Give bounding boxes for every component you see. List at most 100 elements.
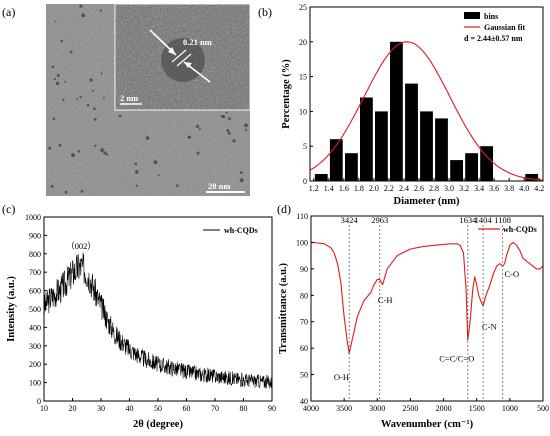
bar xyxy=(390,41,403,181)
y-tick-label: 0 xyxy=(37,397,41,406)
x-tick-label: 3000 xyxy=(369,404,385,413)
y-axis-label: Percentage (%) xyxy=(281,59,292,129)
x-tick-label: 1500 xyxy=(469,404,485,413)
panel-c-chart: (c)10 20 30 40 50 60 70 80 900100200300400500600… xyxy=(2,202,276,430)
y-tick-label: 800 xyxy=(29,250,41,259)
y-tick-label: 100 xyxy=(29,379,41,388)
nanoparticle-dot xyxy=(134,162,138,166)
y-tick-label: 900 xyxy=(29,231,41,240)
nanoparticle-dot xyxy=(226,129,230,132)
y-tick-label: 0 xyxy=(303,177,307,186)
y-tick-label: 300 xyxy=(29,342,41,351)
nanoparticle-dot xyxy=(79,4,83,8)
nanoparticle-dot xyxy=(221,114,224,118)
y-tick-label: 400 xyxy=(29,323,41,332)
peak-wavenumber-label: 3424 xyxy=(341,215,359,225)
x-tick-label: 2.6 xyxy=(414,184,424,193)
bar xyxy=(360,97,373,181)
x-tick-label: 40 xyxy=(126,404,134,413)
y-tick-label: 70 xyxy=(300,318,308,327)
panel-d-frame xyxy=(310,215,544,402)
nanoparticle-dot xyxy=(93,107,96,111)
x-tick-label: 2000 xyxy=(436,404,452,413)
x-tick-label: 3.0 xyxy=(444,184,454,193)
nanoparticle-dot xyxy=(64,190,68,194)
y-tick-label: 110 xyxy=(296,212,308,221)
peak-wavenumber-label: 2963 xyxy=(371,215,388,225)
x-tick-label: 80 xyxy=(240,404,248,413)
series-line xyxy=(310,241,544,354)
x-tick-label: 3.2 xyxy=(459,184,469,193)
nanoparticle-dot xyxy=(50,184,54,188)
legend-bins-swatch xyxy=(464,12,480,19)
panel-b-label: (b) xyxy=(258,5,272,19)
panel-a: (a) 0.21 nm 2 nm 20 n xyxy=(2,3,251,196)
peak-wavenumber-label: 1634 xyxy=(459,215,477,225)
bar xyxy=(345,153,358,181)
x-tick-label: 10 xyxy=(40,404,48,413)
y-tick-label: 1000 xyxy=(25,213,41,222)
nanoparticle-dot xyxy=(62,98,65,101)
x-tick-label: 1.2 xyxy=(309,184,319,193)
nanoparticle-dot xyxy=(80,189,84,193)
inset-scale-label: 2 nm xyxy=(120,93,138,103)
x-tick-label: 70 xyxy=(211,404,219,413)
x-tick-label: 50 xyxy=(154,404,162,413)
x-axis-label: Wavenumber (cm⁻¹) xyxy=(381,419,474,430)
x-tick-label: 3.8 xyxy=(504,184,514,193)
nanoparticle-dot xyxy=(100,148,104,153)
panel-a-label: (a) xyxy=(2,5,15,19)
bar xyxy=(525,174,539,181)
y-tick-label: 600 xyxy=(29,287,41,296)
x-tick-label: 2.8 xyxy=(429,184,439,193)
functional-group-label: C-N xyxy=(482,322,497,332)
panel-b-chart: (b) 1.2 1.4 1.6 1.8 2.0 2.2 2.4 2.6 2.8 3.0 3.2 3.4 3… xyxy=(258,3,544,207)
nanoparticle-dot xyxy=(103,151,107,155)
nanoparticle-dot xyxy=(176,184,179,187)
nanoparticle-dot xyxy=(239,178,244,183)
nanoparticle-dot xyxy=(56,73,60,77)
x-tick-label: 60 xyxy=(183,404,191,413)
panel-c-label: (c) xyxy=(2,202,15,216)
nanoparticle-dot xyxy=(244,123,248,128)
nanoparticle-dot xyxy=(106,153,109,156)
peak-label: （002） xyxy=(66,241,96,251)
x-tick-label: 4.0 xyxy=(519,184,529,193)
legend-label: wh-CQDs xyxy=(224,226,258,235)
y-tick-label: 500 xyxy=(29,305,41,314)
legend-bins-label: bins xyxy=(484,12,498,21)
nanoparticle-dot xyxy=(76,97,79,100)
panel-b-frame xyxy=(309,6,544,182)
x-tick-label: 2.0 xyxy=(369,184,379,193)
x-tick-label: 4000 xyxy=(303,404,319,413)
nanoparticle-dot xyxy=(53,78,57,81)
panel-d-label: (d) xyxy=(277,202,291,216)
nanoparticle-dot xyxy=(153,160,158,165)
bar xyxy=(465,153,478,181)
y-tick-label: 700 xyxy=(29,268,41,277)
y-axis-label: Intensity (a.u.) xyxy=(6,276,17,342)
legend-fit-note: d = 2.44±0.57 nm xyxy=(464,34,523,43)
nanoparticle-dot xyxy=(196,151,200,155)
functional-group-label: O-H xyxy=(334,372,349,382)
nanoparticle-dots xyxy=(48,4,248,194)
series-line xyxy=(43,252,273,389)
y-tick-label: 20 xyxy=(299,38,307,47)
nanoparticle-dot xyxy=(52,117,56,121)
nanoparticle-dot xyxy=(64,80,67,83)
nanoparticle-dot xyxy=(94,144,97,147)
y-tick-label: 50 xyxy=(300,371,308,380)
functional-group-label: C-H xyxy=(378,295,393,305)
y-tick-label: 60 xyxy=(300,344,308,353)
x-axis-label: Diameter (nm) xyxy=(394,196,460,207)
y-tick-label: 100 xyxy=(296,238,308,247)
nanoparticle-dot xyxy=(71,153,75,158)
lattice-spacing-label: 0.21 nm xyxy=(183,37,212,47)
nanoparticle-dot xyxy=(118,114,122,118)
nanoparticle-dot xyxy=(51,65,55,69)
x-tick-label: 1.6 xyxy=(339,184,349,193)
bar xyxy=(480,146,493,181)
nanoparticle-dot xyxy=(198,127,201,130)
nanoparticle-dot xyxy=(102,96,105,99)
